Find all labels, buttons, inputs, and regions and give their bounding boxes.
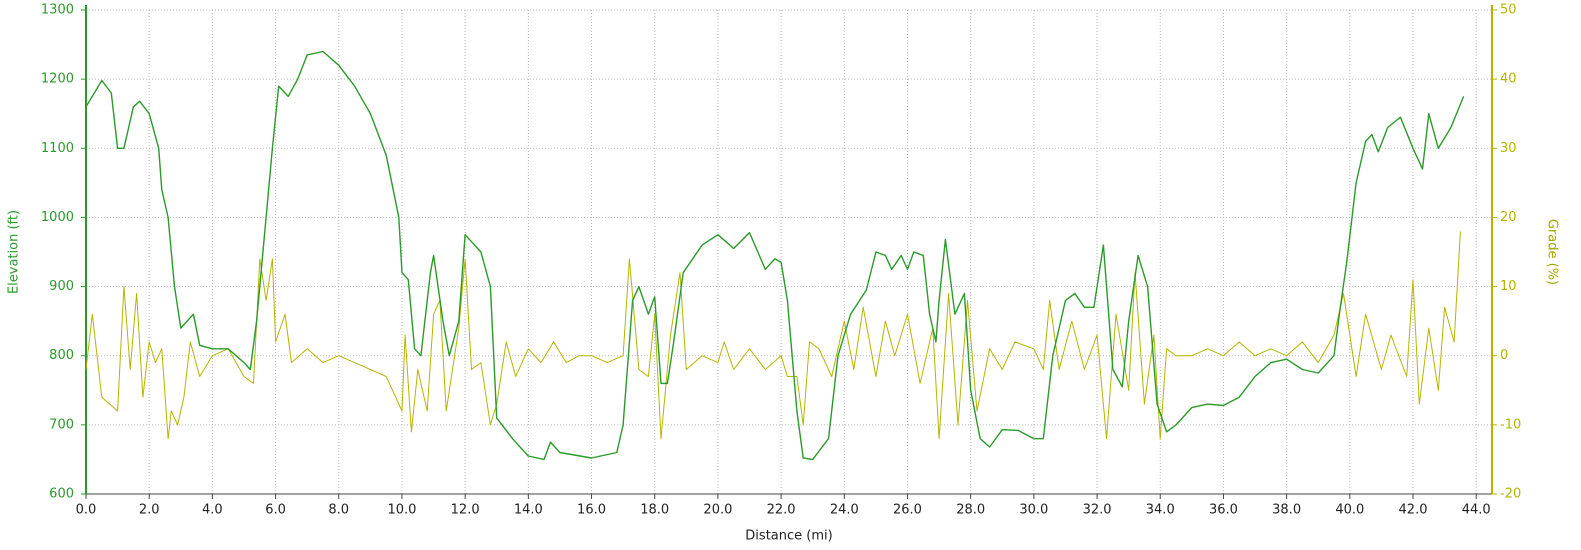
x-tick-label: 42.0 (1399, 503, 1428, 518)
x-tick-label: 30.0 (1019, 503, 1048, 518)
x-tick-label: 6.0 (265, 503, 286, 518)
y2-tick-label: -20 (1500, 487, 1521, 502)
x-tick-label: 2.0 (139, 503, 160, 518)
y-tick-label: 900 (49, 279, 74, 294)
y2-tick-label: 20 (1500, 210, 1517, 225)
y2-tick-label: 0 (1500, 348, 1508, 363)
x-tick-label: 16.0 (577, 503, 606, 518)
y2-tick-label: 10 (1500, 279, 1517, 294)
y-tick-label: 600 (49, 487, 74, 502)
y-axis-title: Elevation (ft) (7, 210, 22, 294)
x-tick-label: 26.0 (893, 503, 922, 518)
x-tick-label: 36.0 (1209, 503, 1238, 518)
y-tick-label: 1300 (41, 3, 74, 18)
y-tick-label: 1100 (41, 141, 74, 156)
series-line (85, 50, 1465, 461)
x-tick-label: 28.0 (956, 503, 985, 518)
y2-tick-label: 50 (1500, 3, 1517, 18)
x-tick-label: 0.0 (76, 503, 97, 518)
x-tick-label: 34.0 (1146, 503, 1175, 518)
x-tick-label: 20.0 (703, 503, 732, 518)
y2-tick-label: -10 (1500, 417, 1521, 432)
y2-axis-title: Grade (%) (1545, 219, 1560, 285)
x-tick-label: 12.0 (451, 503, 480, 518)
y-tick-label: 700 (49, 417, 74, 432)
x-tick-label: 44.0 (1462, 503, 1491, 518)
y-tick-label: 1000 (41, 210, 74, 225)
x-tick-label: 10.0 (387, 503, 416, 518)
x-tick-label: 38.0 (1272, 503, 1301, 518)
x-tick-label: 18.0 (640, 503, 669, 518)
y2-tick-label: 40 (1500, 72, 1517, 87)
y-tick-label: 800 (49, 348, 74, 363)
x-tick-label: 32.0 (1083, 503, 1112, 518)
x-tick-label: 14.0 (514, 503, 543, 518)
x-tick-label: 8.0 (328, 503, 349, 518)
x-axis-title: Distance (mi) (745, 529, 832, 544)
x-tick-label: 24.0 (830, 503, 859, 518)
y-tick-label: 1200 (41, 72, 74, 87)
series-line (85, 231, 1461, 440)
x-tick-label: 22.0 (767, 503, 796, 518)
y2-tick-label: 30 (1500, 141, 1517, 156)
x-tick-label: 4.0 (202, 503, 223, 518)
x-tick-label: 40.0 (1335, 503, 1364, 518)
